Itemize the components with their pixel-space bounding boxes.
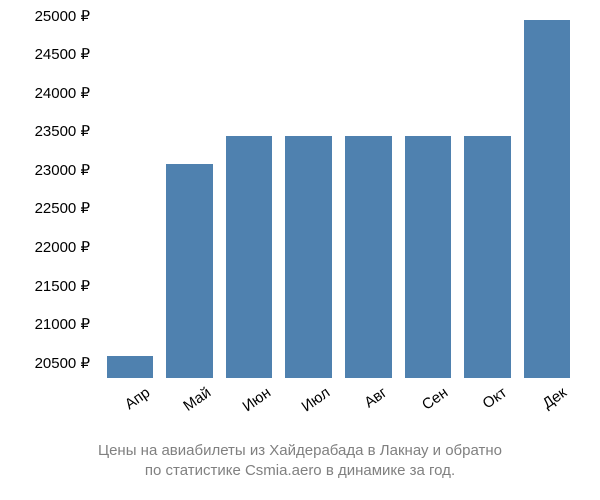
caption-line-1: Цены на авиабилеты из Хайдерабада в Лакн… <box>0 441 600 461</box>
y-tick-label: 23000 ₽ <box>35 161 90 179</box>
bar <box>345 136 392 378</box>
y-tick-label: 20500 ₽ <box>35 354 90 372</box>
bar <box>166 164 213 378</box>
bar-slot <box>219 8 279 378</box>
x-tick-label: Дек <box>517 380 577 440</box>
y-tick-label: 24500 ₽ <box>35 45 90 63</box>
y-tick-label: 25000 ₽ <box>35 7 90 25</box>
bar-slot <box>458 8 518 378</box>
y-tick-label: 22000 ₽ <box>35 238 90 256</box>
bar <box>107 356 154 378</box>
y-tick-label: 23500 ₽ <box>35 122 90 140</box>
bar-slot <box>279 8 339 378</box>
y-tick-label: 22500 ₽ <box>35 199 90 217</box>
y-tick-label: 21500 ₽ <box>35 277 90 295</box>
y-tick-label: 24000 ₽ <box>35 84 90 102</box>
x-tick-label: Май <box>160 380 220 440</box>
x-tick-label: Июн <box>219 380 279 440</box>
bar-slot <box>100 8 160 378</box>
x-axis: АпрМайИюнИюлАвгСенОктДек <box>96 380 581 440</box>
x-tick-label: Авг <box>339 380 399 440</box>
y-tick-label: 21000 ₽ <box>35 315 90 333</box>
bars-container <box>96 8 581 378</box>
bar <box>524 20 571 378</box>
bar <box>405 136 452 378</box>
caption-line-2: по статистике Csmia.aero в динамике за г… <box>0 461 600 481</box>
price-chart: 20500 ₽ 21000 ₽ 21500 ₽ 22000 ₽ 22500 ₽ 23000… <box>0 0 600 500</box>
x-tick-label: Окт <box>458 380 518 440</box>
y-axis: 20500 ₽ 21000 ₽ 21500 ₽ 22000 ₽ 22500 ₽ 23000… <box>0 8 96 378</box>
bar-slot <box>517 8 577 378</box>
bar-slot <box>160 8 220 378</box>
chart-caption: Цены на авиабилеты из Хайдерабада в Лакн… <box>0 441 600 480</box>
plot-area <box>96 8 581 378</box>
bar <box>226 136 273 378</box>
bar-slot <box>339 8 399 378</box>
x-tick-label: Апр <box>100 380 160 440</box>
bar-slot <box>398 8 458 378</box>
bar <box>285 136 332 378</box>
x-tick-label: Июл <box>279 380 339 440</box>
x-tick-label: Сен <box>398 380 458 440</box>
bar <box>464 136 511 378</box>
